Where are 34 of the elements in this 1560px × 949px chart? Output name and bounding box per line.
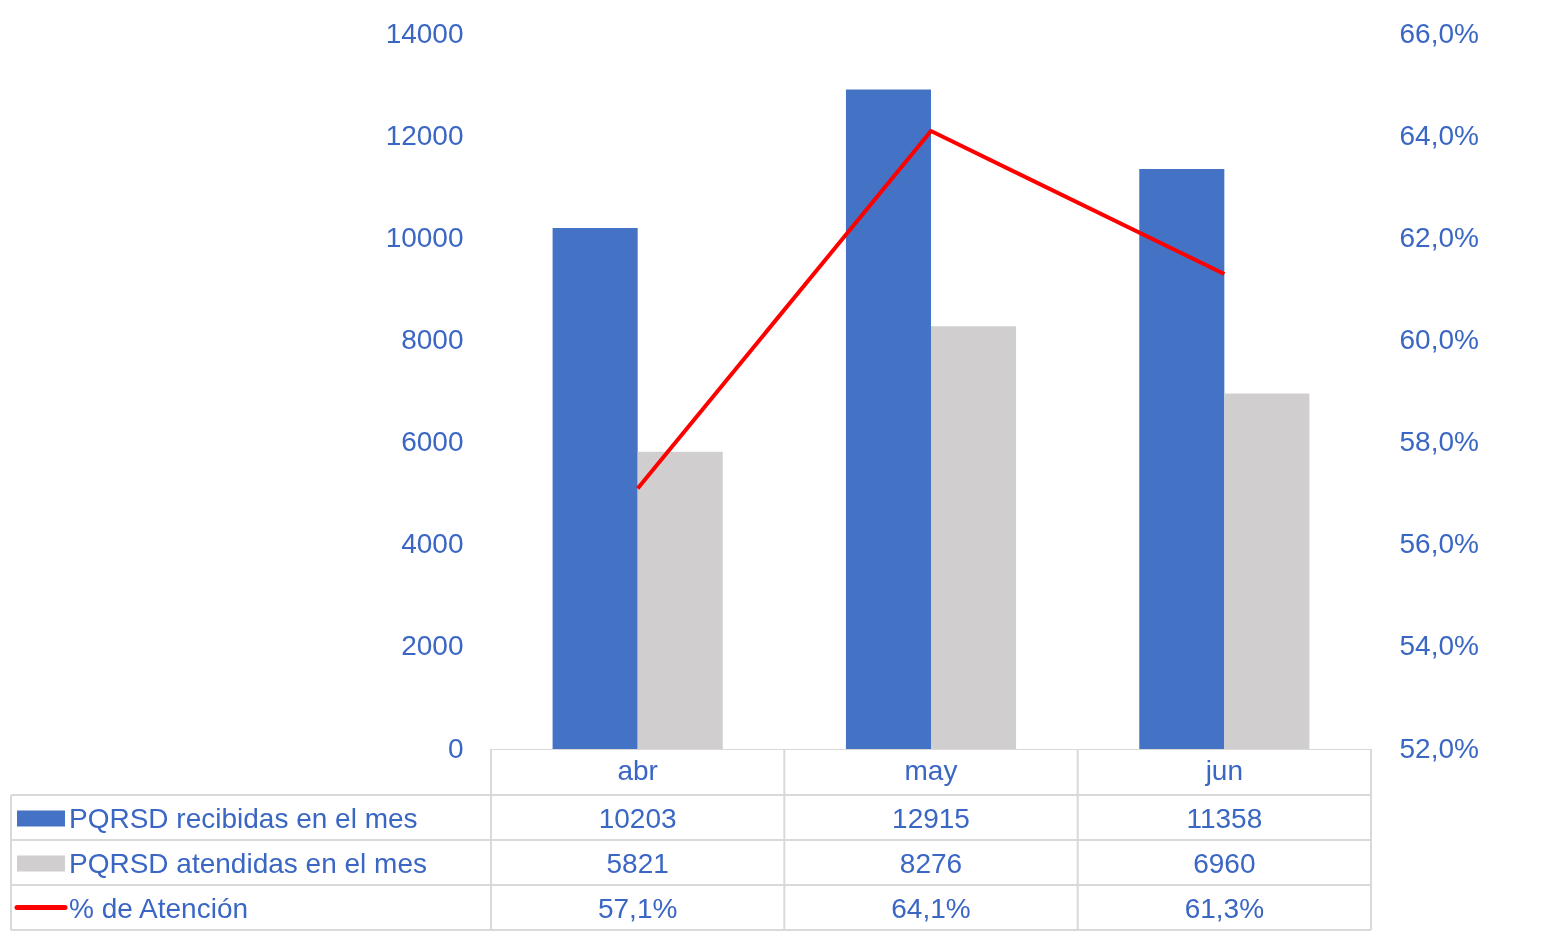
y-tick-label: 2000 (401, 630, 464, 662)
y2-tick-label: 52,0% (1399, 732, 1479, 764)
y-tick-label: 14000 (385, 17, 464, 49)
data-label: 64,1% (891, 892, 971, 924)
y2-tick-label: 64,0% (1399, 119, 1479, 151)
data-label: 8276 (899, 847, 963, 879)
x-tick-label: jun (1204, 754, 1244, 786)
legend-label: % de Atención (69, 892, 249, 924)
bar (845, 89, 931, 749)
y-tick-label: 0 (447, 732, 464, 764)
x-tick-label: may (904, 754, 958, 786)
legend-label: PQRSD recibidas en el mes (69, 802, 418, 834)
y2-tick-label: 62,0% (1399, 221, 1479, 253)
data-label: 11358 (1186, 802, 1263, 834)
y-tick-label: 6000 (401, 426, 464, 458)
y-tick-label: 4000 (401, 528, 464, 560)
data-label: 6960 (1193, 847, 1256, 879)
bar (552, 227, 638, 749)
y2-tick-label: 66,0% (1399, 17, 1479, 49)
y-tick-label: 12000 (385, 119, 464, 151)
legend-label: PQRSD atendidas en el mes (69, 847, 427, 879)
y-tick-label: 10000 (385, 221, 464, 253)
y2-tick-label: 56,0% (1399, 528, 1479, 560)
x-tick-label: abr (617, 754, 658, 786)
data-label: 12915 (892, 802, 970, 834)
data-label: 61,3% (1184, 892, 1265, 924)
data-label: 10203 (598, 802, 677, 834)
bar (1139, 168, 1225, 749)
y2-tick-label: 60,0% (1399, 323, 1479, 355)
y2-tick-label: 54,0% (1399, 630, 1479, 662)
y-tick-label: 8000 (401, 323, 464, 355)
data-label: 5821 (606, 847, 669, 879)
y2-tick-label: 58,0% (1399, 426, 1479, 458)
data-label: 57,1% (597, 892, 678, 924)
